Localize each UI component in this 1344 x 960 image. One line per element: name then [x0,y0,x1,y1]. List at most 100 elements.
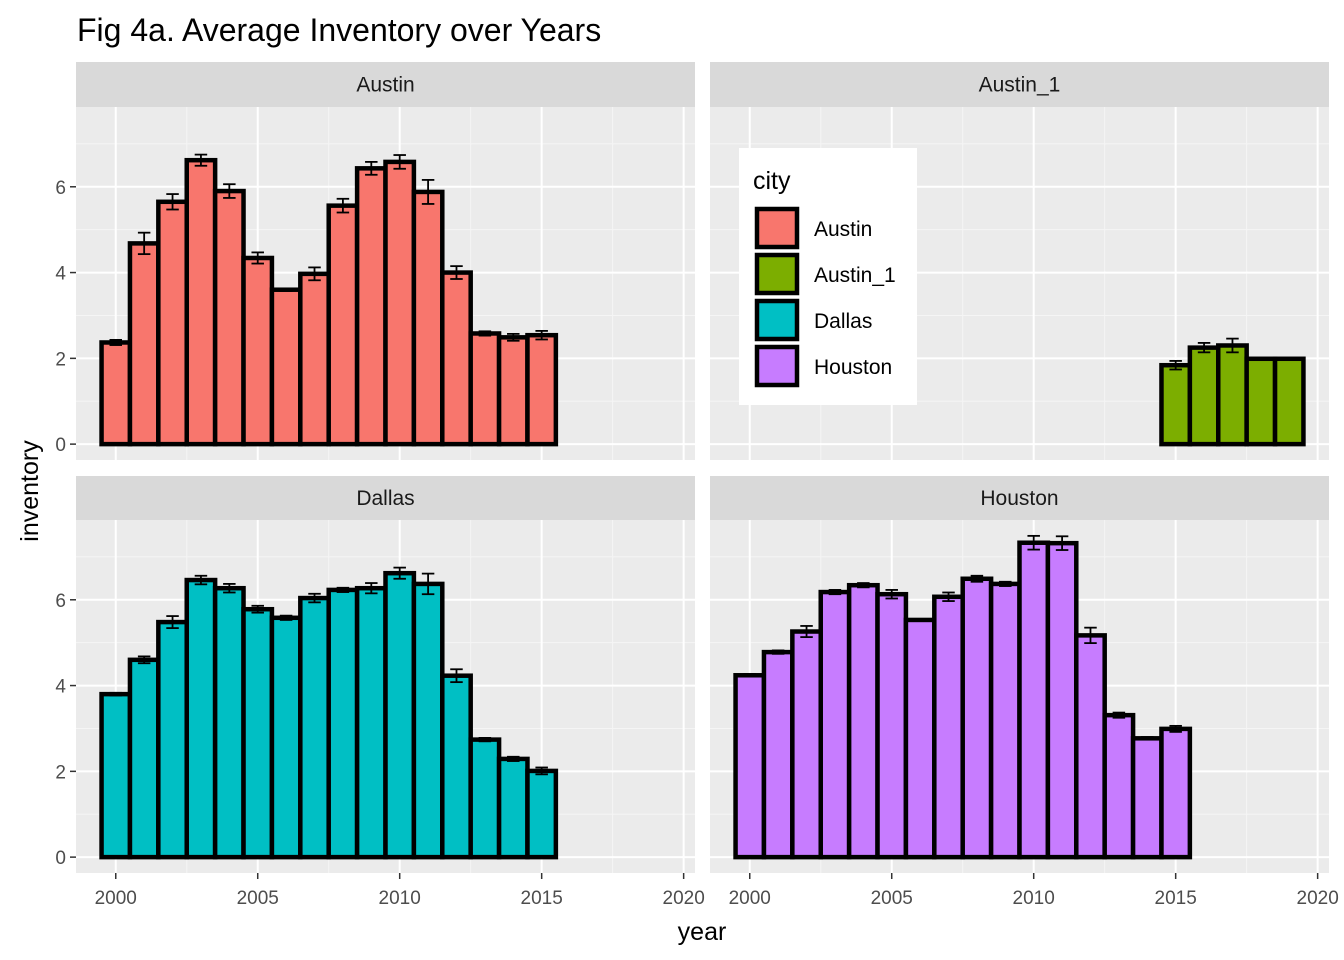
bar [383,159,417,447]
bar [184,157,218,447]
facet-strip [710,476,1329,520]
bar [1159,726,1193,860]
bar [383,570,417,860]
bar [298,271,331,447]
bar [988,581,1022,860]
bar [932,594,965,860]
error-bar [279,614,293,621]
error-bar [109,691,122,697]
bar [440,673,473,860]
legend-key [754,344,800,388]
bar [269,615,303,860]
error-bar [166,193,179,211]
x-tick-label: 2015 [521,888,563,909]
error-bar [109,339,122,346]
x-tick-label: 2020 [1297,888,1339,909]
bar [1102,712,1136,860]
error-bar [1027,534,1040,551]
x-tick-label: 2010 [1013,888,1055,909]
panel-dallas: Dallas [76,476,695,873]
bar [269,287,303,447]
bar [525,332,559,447]
x-tick-label: 2000 [95,888,137,909]
error-bar [308,266,321,282]
facet-panels: Austin Austin_1 Dallas Houston [76,62,1329,873]
error-bar [1169,360,1182,371]
bar [241,255,275,447]
error-bar [1197,342,1211,354]
y-axis: 0 2 4 6 0 2 4 6 [55,178,76,869]
error-bar [421,179,435,205]
bar [1159,362,1193,447]
y-axis-title: inventory [16,440,44,542]
y-tick-label: 0 [55,848,66,869]
bar [212,188,246,447]
error-bar [194,153,208,167]
error-bar [478,736,492,743]
error-bar [913,618,927,622]
bar [818,589,852,860]
legend-title: city [753,167,791,195]
bar [496,756,530,860]
error-bar [137,655,151,665]
facet-strip [76,476,695,520]
error-bar [308,592,321,604]
error-bar [279,287,293,292]
facet-strip-label: Austin_1 [979,74,1061,97]
error-bar [535,329,548,341]
bar [875,591,909,860]
legend-label: Dallas [814,310,872,333]
chart-title: Fig 4a. Average Inventory over Years [77,12,601,48]
bar [354,166,388,447]
error-bar [223,183,236,199]
bar [326,587,360,860]
error-bar [450,265,463,280]
bar [298,595,331,860]
x-tick-label: 2000 [729,888,771,909]
bar [1187,345,1221,447]
error-bar [1169,724,1182,733]
facet-strip [76,62,695,107]
error-bar [1112,711,1126,719]
error-bar [166,615,179,629]
error-bar [885,589,898,600]
error-bar [857,582,870,589]
error-bar [336,197,350,214]
x-tick-label: 2010 [379,888,421,909]
legend-key [754,252,800,296]
bar [156,619,189,860]
y-tick-label: 4 [55,677,66,698]
error-bar [942,591,955,602]
error-bar [828,589,842,596]
facet-strip-label: Houston [980,487,1058,510]
facet-strip-label: Dallas [356,487,414,510]
x-axis-title: year [678,918,727,946]
y-tick-label: 6 [55,591,66,612]
error-bar [1084,626,1097,644]
bar [903,617,937,860]
bar [411,581,445,860]
error-bar [194,574,208,586]
error-bar [336,586,350,593]
bar [354,585,388,860]
y-tick-label: 2 [55,762,66,783]
bar [1272,356,1306,447]
x-axis: 2000 2005 2010 2015 2020 2000 2005 2010 2015 2020 [95,873,1339,909]
error-bar [478,330,492,337]
bar [1017,540,1051,860]
error-bar [1055,535,1069,551]
bar [326,203,360,447]
error-bar [507,332,520,342]
legend-key [754,206,800,250]
y-tick-label: 2 [55,349,66,370]
legend-entries: Austin Austin_1 Dallas Houston [754,206,896,388]
bar [156,199,189,447]
bar [468,331,502,447]
legend: city Austin Austin_1 Dallas Houston [739,148,917,405]
legend-label: Austin [814,218,872,241]
bar [184,577,218,860]
error-bar [970,574,984,583]
error-bar [251,604,264,614]
error-bar [507,755,520,762]
